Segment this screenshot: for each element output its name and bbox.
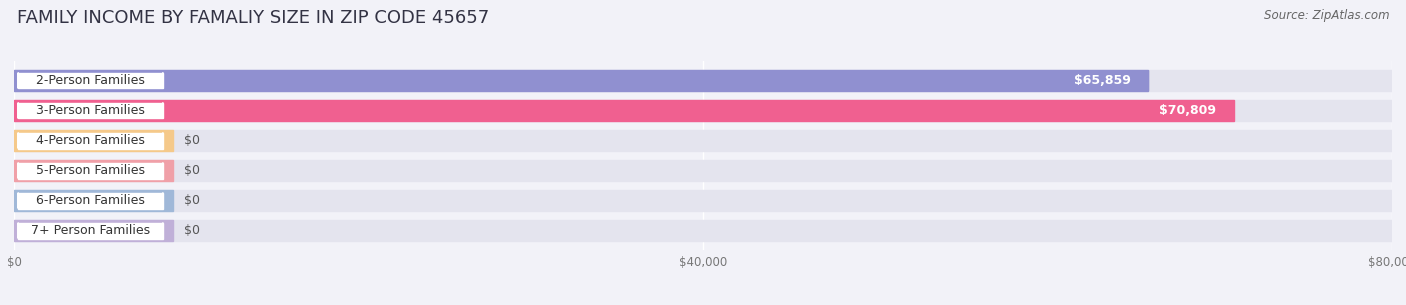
Text: 5-Person Families: 5-Person Families xyxy=(37,164,145,177)
Bar xyxy=(14,221,1392,241)
Bar xyxy=(18,163,163,178)
Bar xyxy=(14,100,1392,121)
Bar xyxy=(14,190,1392,211)
Bar xyxy=(14,160,1392,181)
Text: $0: $0 xyxy=(184,134,200,147)
Text: $0: $0 xyxy=(184,194,200,207)
Text: FAMILY INCOME BY FAMALIY SIZE IN ZIP CODE 45657: FAMILY INCOME BY FAMALIY SIZE IN ZIP COD… xyxy=(17,9,489,27)
Bar xyxy=(18,73,163,88)
Bar xyxy=(14,130,1392,151)
Text: $70,809: $70,809 xyxy=(1160,104,1216,117)
Bar xyxy=(18,223,163,239)
Text: $0: $0 xyxy=(184,224,200,237)
Text: 6-Person Families: 6-Person Families xyxy=(37,194,145,207)
Text: $65,859: $65,859 xyxy=(1074,74,1132,87)
Text: Source: ZipAtlas.com: Source: ZipAtlas.com xyxy=(1264,9,1389,22)
Bar xyxy=(18,102,163,118)
Bar xyxy=(14,100,1233,121)
Bar xyxy=(14,190,173,211)
Bar xyxy=(18,133,163,149)
Text: $0: $0 xyxy=(184,164,200,177)
Text: 2-Person Families: 2-Person Families xyxy=(37,74,145,87)
Bar xyxy=(18,193,163,209)
Bar xyxy=(14,70,1149,91)
Text: 4-Person Families: 4-Person Families xyxy=(37,134,145,147)
Text: 3-Person Families: 3-Person Families xyxy=(37,104,145,117)
Text: 7+ Person Families: 7+ Person Families xyxy=(31,224,150,237)
Bar xyxy=(14,130,173,151)
Bar xyxy=(14,221,173,241)
Bar xyxy=(14,70,1392,91)
Bar xyxy=(14,160,173,181)
